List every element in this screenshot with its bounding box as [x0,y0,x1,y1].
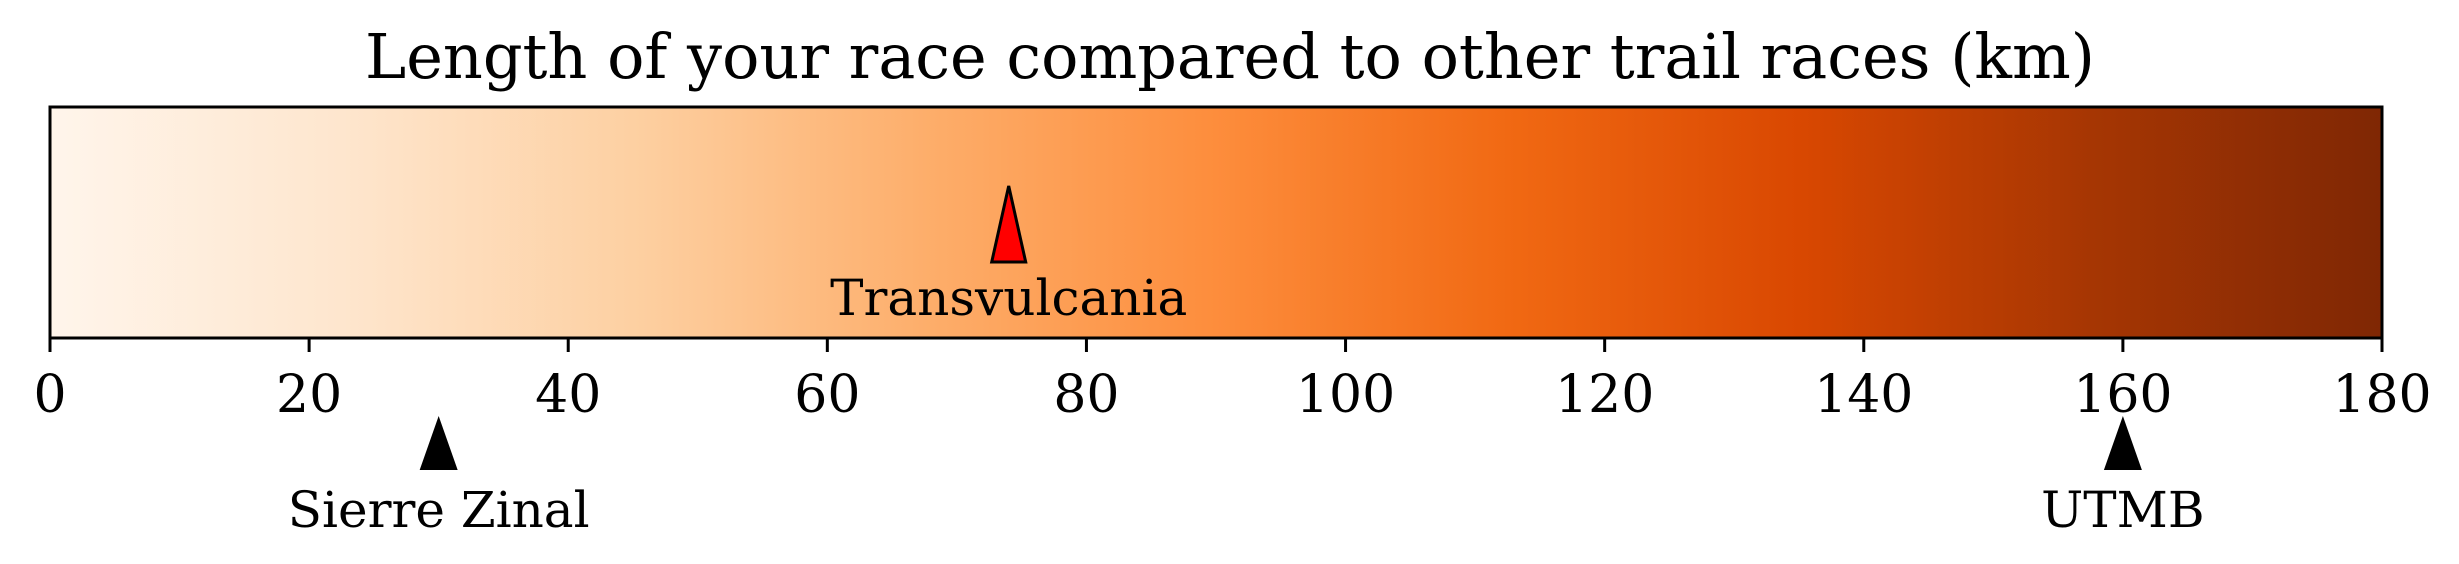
x-tick-label: 20 [276,365,342,425]
reference-race-label: UTMB [2041,481,2204,539]
x-tick-label: 60 [794,365,860,425]
reference-race-marker [419,416,458,470]
your-race-marker [989,185,1028,264]
x-tick-label: 80 [1053,365,1119,425]
x-tick-label: 140 [1814,365,1913,425]
reference-race-label: Sierre Zinal [288,481,590,539]
chart-title: Length of your race compared to other tr… [365,20,2095,93]
x-tick-label: 120 [1555,365,1654,425]
race-markers: Transvulcania Sierre Zinal UTMB [288,185,2205,539]
x-axis: 0 20 40 60 80 100 120 140 160 180 [33,338,2432,425]
x-tick-label: 0 [33,365,66,425]
your-race-label: Transvulcania [830,269,1187,327]
x-tick-label: 100 [1296,365,1395,425]
reference-race-marker [2103,416,2142,470]
x-tick-label: 160 [2073,365,2172,425]
x-tick-label: 180 [2332,365,2431,425]
colorbar [48,105,2384,340]
x-tick-label: 40 [535,365,601,425]
